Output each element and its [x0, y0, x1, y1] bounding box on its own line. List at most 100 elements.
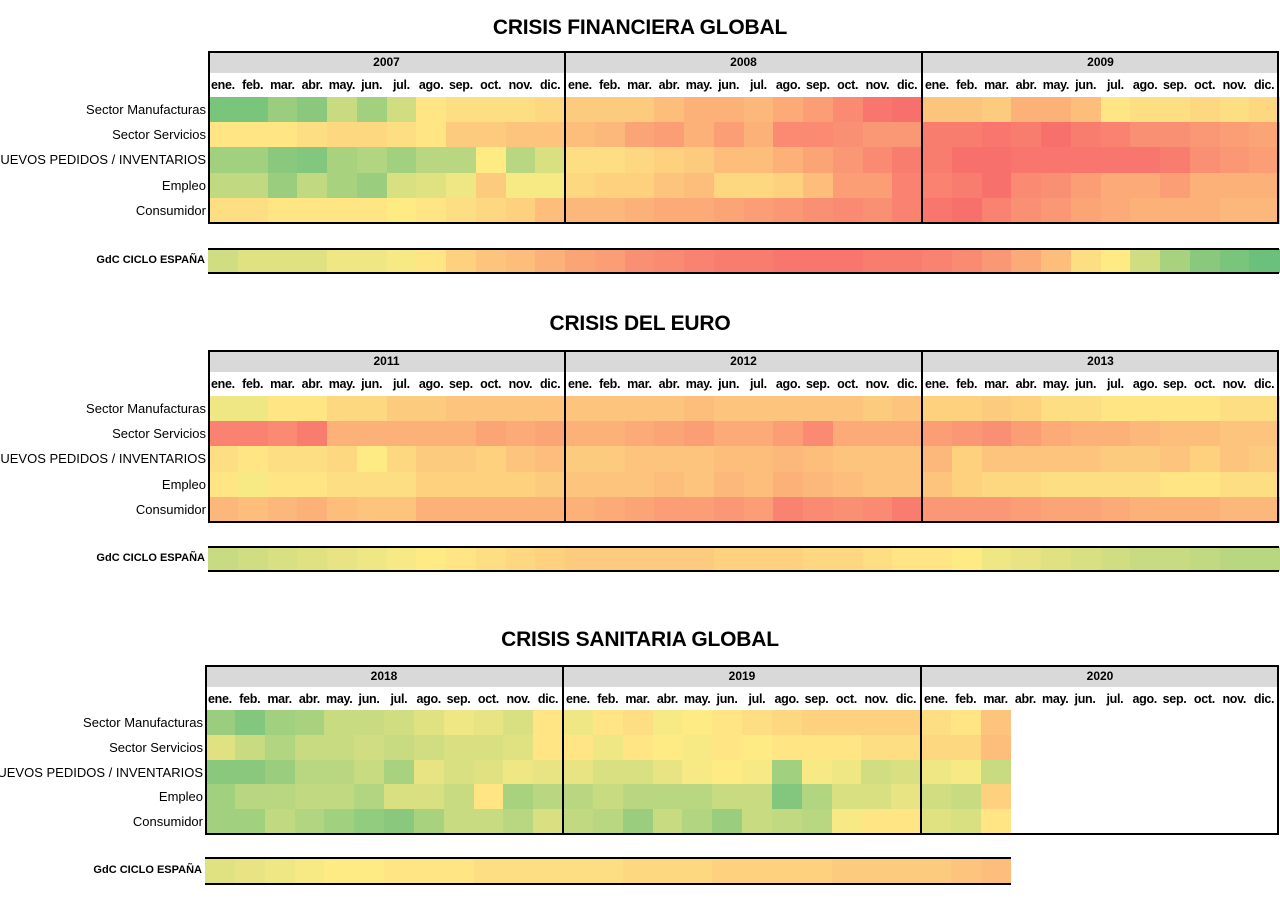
heatmap-cell — [1041, 471, 1072, 498]
row-label: Sector Servicios — [112, 127, 206, 143]
heatmap-cell — [565, 396, 596, 422]
month-label: mar. — [984, 78, 1009, 92]
heatmap-cell — [503, 734, 534, 761]
heatmap-cell — [297, 147, 328, 174]
heatmap-cell — [327, 122, 358, 148]
cycle-cell — [297, 547, 328, 571]
year-header: 2007 — [208, 51, 565, 73]
heatmap-cell — [1219, 496, 1250, 523]
heatmap-cell — [832, 446, 864, 473]
heatmap-cell — [1130, 197, 1161, 224]
cycle-cell — [1041, 547, 1072, 571]
heatmap-cell — [446, 122, 477, 148]
heatmap-cell — [1249, 197, 1280, 224]
heatmap-cell — [208, 421, 239, 447]
cycle-cell — [980, 858, 1012, 884]
heatmap-cell — [803, 446, 834, 473]
cycle-cell — [356, 249, 388, 273]
month-label: dic. — [1253, 692, 1275, 706]
heatmap-cell — [1249, 396, 1280, 422]
heatmap-cell — [594, 421, 626, 447]
month-label: feb. — [242, 78, 264, 92]
month-label: mar. — [627, 78, 652, 92]
heatmap-cell — [237, 446, 269, 473]
heatmap-cell — [208, 446, 239, 473]
heatmap-cell — [384, 759, 415, 785]
heatmap-cell — [416, 172, 447, 199]
month-label: sep. — [448, 78, 473, 92]
heatmap-cell — [264, 710, 296, 736]
heatmap-cell — [234, 710, 266, 736]
heatmap-cell — [354, 759, 385, 785]
heatmap-cell — [264, 784, 296, 810]
cycle-cell — [294, 858, 325, 884]
month-label: abr. — [656, 692, 678, 706]
heatmap-cell — [773, 97, 804, 123]
heatmap-cell — [712, 809, 743, 835]
month-label: sep. — [805, 377, 830, 391]
heatmap-cell — [713, 421, 745, 447]
month-label: ene. — [567, 377, 592, 391]
heatmap-cell — [237, 197, 269, 224]
cycle-cell — [1011, 547, 1042, 571]
month-label: dic. — [537, 692, 559, 706]
heatmap-cell — [1130, 396, 1161, 422]
cycle-cell — [505, 249, 536, 273]
year-header: 2012 — [565, 350, 922, 372]
heatmap-cell — [1160, 97, 1191, 123]
cycle-cell — [831, 858, 862, 884]
cycle-cell — [684, 547, 715, 571]
heatmap-cell — [297, 172, 328, 199]
row-label: Empleo — [158, 789, 203, 805]
cycle-cell — [622, 858, 654, 884]
cycle-cell — [1011, 249, 1042, 273]
heatmap-cell — [1249, 446, 1280, 473]
month-label: may. — [685, 78, 713, 92]
heatmap-cell — [267, 172, 298, 199]
cycle-cell — [413, 858, 445, 884]
heatmap-cell — [384, 734, 415, 761]
month-label: sep. — [804, 692, 829, 706]
heatmap-cell — [684, 471, 715, 498]
heatmap-cell — [1041, 147, 1072, 174]
heatmap-cell — [505, 446, 536, 473]
heatmap-cell — [832, 147, 864, 174]
heatmap-cell — [832, 396, 864, 422]
heatmap-cell — [356, 147, 388, 174]
heatmap-cell — [624, 496, 655, 523]
heatmap-cell — [773, 496, 804, 523]
month-label: jun. — [1074, 692, 1096, 706]
heatmap-cell — [742, 734, 773, 761]
month-label: feb. — [599, 377, 621, 391]
heatmap-cell — [297, 471, 328, 498]
heatmap-cell — [981, 147, 1012, 174]
heatmap-cell — [1130, 97, 1161, 123]
month-label: abr. — [298, 692, 320, 706]
heatmap-cell — [981, 446, 1012, 473]
month-label: sep. — [448, 377, 473, 391]
heatmap-cell — [535, 122, 566, 148]
cycle-cell — [861, 858, 892, 884]
heatmap-cell — [356, 471, 388, 498]
cycle-cell — [267, 547, 298, 571]
heatmap-cell — [446, 446, 477, 473]
heatmap-cell — [475, 122, 507, 148]
month-label: ene. — [210, 377, 235, 391]
heatmap-cell — [862, 471, 893, 498]
heatmap-cell — [891, 759, 922, 785]
cycle-cell — [205, 858, 236, 884]
heatmap-cell — [1011, 122, 1042, 148]
heatmap-cell — [446, 471, 477, 498]
heatmap-cell — [237, 147, 269, 174]
heatmap-cell — [594, 396, 626, 422]
heatmap-cell — [713, 172, 745, 199]
month-label: may. — [1042, 377, 1070, 391]
heatmap-cell — [980, 809, 1012, 835]
cycle-cell — [1249, 547, 1280, 571]
heatmap-cell — [1070, 471, 1102, 498]
heatmap-cell — [922, 471, 953, 498]
month-label: mar. — [625, 692, 650, 706]
heatmap-cell — [832, 471, 864, 498]
heatmap-cell — [356, 97, 388, 123]
heatmap-cell — [356, 421, 388, 447]
